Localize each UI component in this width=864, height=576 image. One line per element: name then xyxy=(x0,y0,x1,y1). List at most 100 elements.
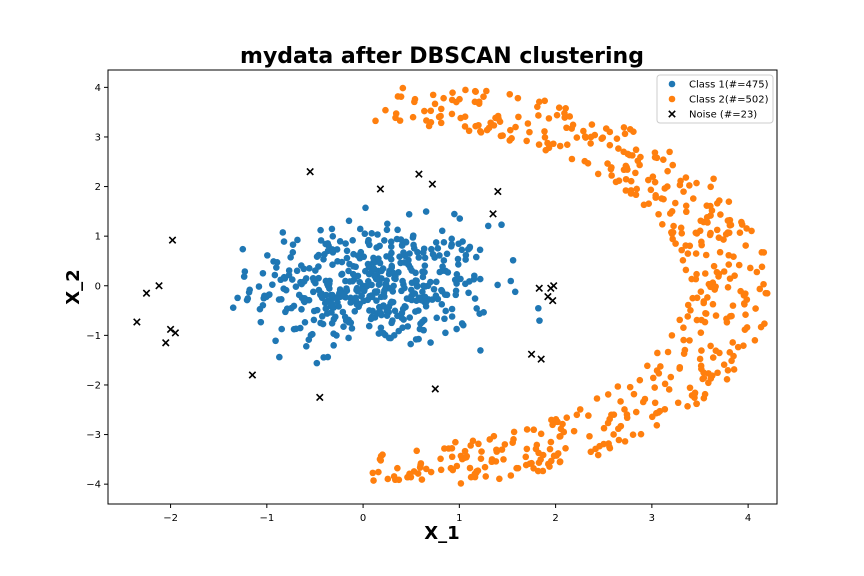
data-point-class2-348 xyxy=(456,95,463,103)
data-point-class1-184 xyxy=(278,325,286,333)
data-point-class1-451 xyxy=(380,329,387,337)
data-point-class1-207 xyxy=(381,237,388,244)
data-point-class1-376 xyxy=(457,275,464,283)
data-point-class2-270 xyxy=(630,390,638,398)
noise-point-21 xyxy=(548,296,557,305)
data-point-class1-236 xyxy=(438,286,445,294)
noise-point-7 xyxy=(248,371,257,379)
data-point-class2-254 xyxy=(506,90,514,98)
data-point-class1-464 xyxy=(328,225,336,233)
data-point-class1-450 xyxy=(318,312,326,320)
data-point-class2-204 xyxy=(632,408,640,416)
data-point-class2-278 xyxy=(664,167,671,175)
data-point-class1-417 xyxy=(371,288,379,295)
x-tick-label: 2 xyxy=(552,513,558,524)
data-point-class1-98 xyxy=(388,319,395,327)
data-point-class1-426 xyxy=(399,277,406,285)
data-point-class2-469 xyxy=(637,153,644,161)
data-point-class1-37 xyxy=(390,332,398,339)
data-point-class2-471 xyxy=(514,464,522,472)
data-point-class2-63 xyxy=(647,186,655,194)
data-point-class2-162 xyxy=(737,287,744,295)
data-point-class2-319 xyxy=(682,202,690,210)
data-point-class1-331 xyxy=(257,318,265,326)
data-point-class2-430 xyxy=(475,98,483,106)
data-point-class2-440 xyxy=(632,191,640,199)
data-point-class1-454 xyxy=(273,259,281,266)
legend-box xyxy=(656,74,774,124)
data-point-class1-301 xyxy=(288,276,296,283)
data-point-class1-208 xyxy=(369,259,377,267)
data-point-class1-473 xyxy=(403,295,411,302)
data-point-class2-323 xyxy=(593,395,601,402)
data-point-class1-5 xyxy=(365,322,373,330)
data-point-class2-164 xyxy=(710,175,717,183)
data-point-class2-281 xyxy=(672,199,679,207)
data-point-class2-441 xyxy=(651,149,659,156)
data-point-class2-312 xyxy=(465,127,473,135)
data-point-class1-293 xyxy=(413,283,421,290)
data-point-class2-385 xyxy=(660,195,667,203)
data-point-class2-214 xyxy=(743,225,750,232)
data-point-class2-501 xyxy=(508,135,515,142)
data-point-class2-424 xyxy=(537,456,544,463)
data-point-class2-158 xyxy=(753,268,761,276)
data-point-class1-468 xyxy=(377,310,385,317)
data-point-class2-243 xyxy=(581,133,589,140)
data-point-class1-144 xyxy=(240,273,248,280)
data-point-class1-469 xyxy=(383,277,390,284)
data-point-class2-494 xyxy=(700,369,707,376)
legend-label: Class 2(#=502) xyxy=(689,95,769,106)
data-point-class1-167 xyxy=(377,324,385,332)
data-point-class2-267 xyxy=(395,476,403,484)
data-point-class2-340 xyxy=(726,313,734,320)
data-point-class1-332 xyxy=(350,263,357,270)
data-point-class2-64 xyxy=(664,348,672,356)
data-point-class2-242 xyxy=(606,443,613,451)
data-point-class1-161 xyxy=(432,239,440,246)
data-point-class1-217 xyxy=(422,208,430,215)
data-point-class1-87 xyxy=(351,308,359,315)
data-point-class2-207 xyxy=(747,264,754,272)
data-point-class1-92 xyxy=(385,303,393,311)
data-point-class2-290 xyxy=(480,93,487,100)
data-point-class1-361 xyxy=(352,297,360,304)
data-point-class2-256 xyxy=(626,383,634,391)
data-point-class2-284 xyxy=(515,113,522,121)
data-point-class2-393 xyxy=(751,337,759,344)
noise-point-16 xyxy=(527,350,536,358)
data-point-class1-435 xyxy=(498,221,505,229)
data-point-class2-61 xyxy=(569,121,577,129)
data-point-class1-246 xyxy=(476,246,484,254)
data-point-class2-249 xyxy=(501,441,509,448)
data-point-class2-35 xyxy=(606,141,614,149)
data-point-class1-57 xyxy=(358,292,365,299)
data-point-class1-39 xyxy=(329,261,336,269)
data-point-class2-396 xyxy=(556,142,564,150)
data-point-class2-129 xyxy=(725,198,733,206)
data-point-class2-432 xyxy=(620,166,628,174)
data-point-class1-100 xyxy=(415,254,423,261)
data-point-class2-240 xyxy=(530,464,537,472)
data-point-class1-433 xyxy=(458,246,466,254)
data-point-class2-236 xyxy=(560,428,568,436)
legend-marker-class2 xyxy=(668,95,676,103)
data-point-class2-483 xyxy=(720,361,728,369)
data-point-class2-121 xyxy=(587,448,595,456)
data-point-class1-335 xyxy=(315,251,322,259)
data-point-class2-414 xyxy=(559,420,566,428)
data-point-class2-33 xyxy=(677,224,685,232)
data-point-class2-186 xyxy=(370,477,377,484)
data-point-class2-372 xyxy=(614,383,622,390)
data-point-class1-457 xyxy=(398,309,406,317)
data-point-class1-152 xyxy=(320,256,327,263)
data-point-class2-93 xyxy=(552,416,560,423)
data-point-class2-330 xyxy=(761,320,768,327)
data-point-class1-416 xyxy=(443,250,451,258)
data-point-class1-160 xyxy=(387,238,395,245)
data-point-class2-309 xyxy=(448,453,456,461)
data-point-class1-326 xyxy=(303,343,310,350)
data-point-class2-141 xyxy=(649,173,657,180)
data-point-class2-173 xyxy=(714,369,721,377)
x-tick-label: −2 xyxy=(163,513,178,524)
